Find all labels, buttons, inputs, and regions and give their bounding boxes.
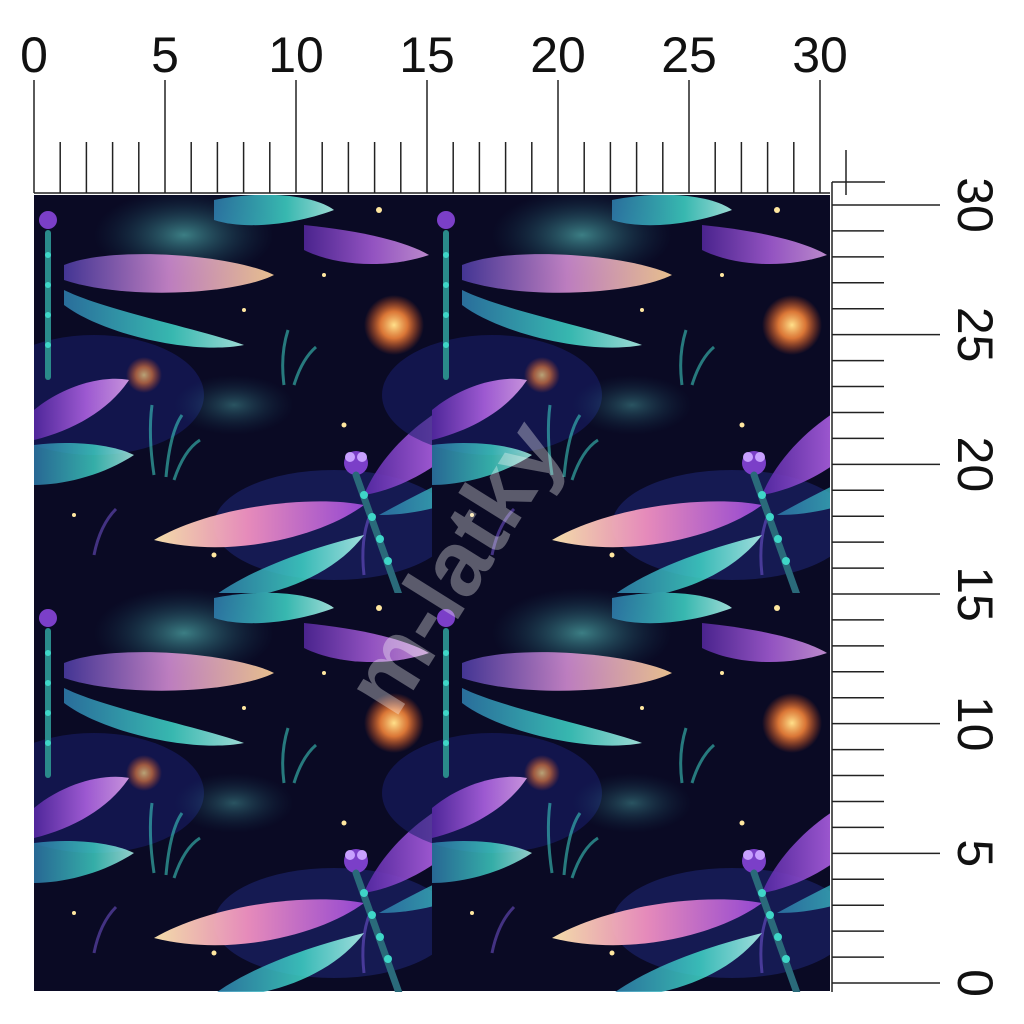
- right-tick-label: 20: [947, 437, 1003, 493]
- right-tick-label: 30: [947, 177, 1003, 233]
- right-tick-label: 0: [947, 969, 1003, 997]
- right-ruler-ticks: [832, 204, 940, 984]
- right-tick-label: 10: [947, 696, 1003, 752]
- top-tick-label: 5: [151, 27, 179, 83]
- top-ruler: 0 5 10 15 20 25 30: [20, 27, 848, 194]
- right-tick-label: 25: [947, 307, 1003, 363]
- right-tick-label: 15: [947, 566, 1003, 622]
- top-tick-label: 30: [792, 27, 848, 83]
- right-ruler: 30 25 20 15 10 5 0: [831, 150, 1003, 997]
- top-tick-label: 25: [661, 27, 717, 83]
- top-tick-label: 15: [399, 27, 455, 83]
- top-tick-label: 20: [530, 27, 586, 83]
- right-ruler-labels: 30 25 20 15 10 5 0: [947, 177, 1003, 997]
- right-tick-label: 5: [947, 839, 1003, 867]
- top-tick-label: 10: [268, 27, 324, 83]
- top-ruler-ticks: [33, 80, 821, 193]
- top-tick-label: 0: [20, 27, 48, 83]
- top-ruler-labels: 0 5 10 15 20 25 30: [20, 27, 848, 83]
